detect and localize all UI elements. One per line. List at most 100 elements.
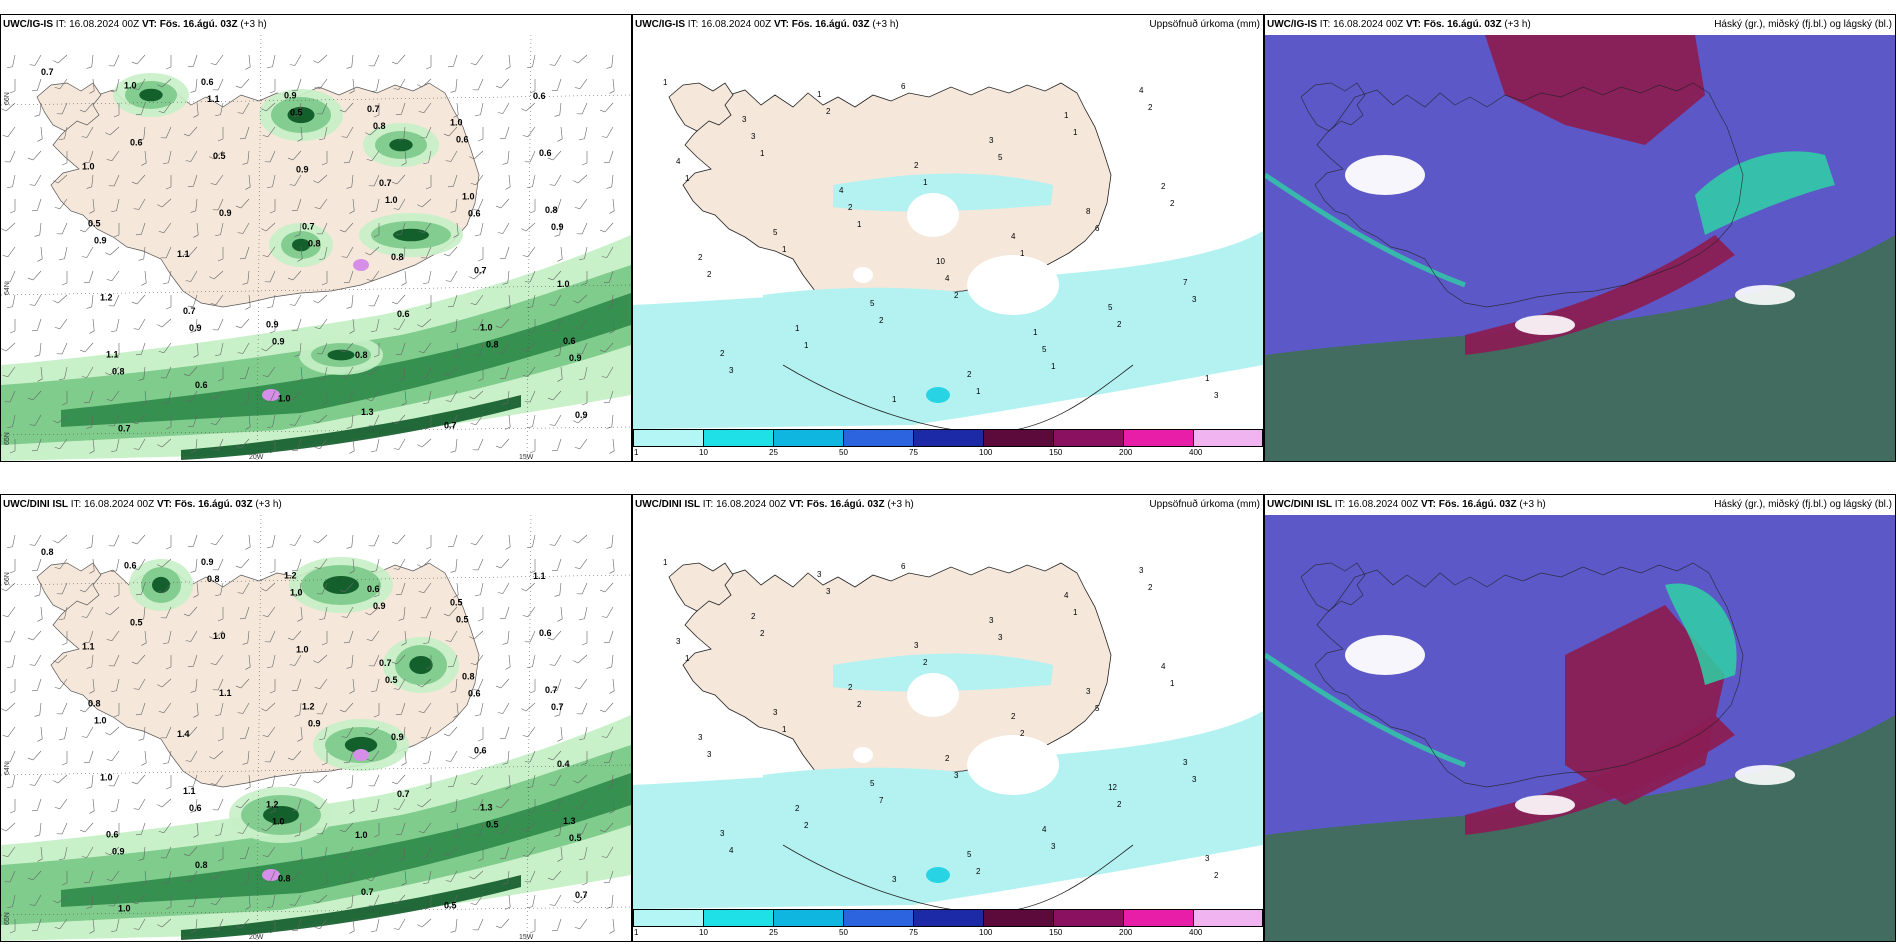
wind-barb bbox=[89, 558, 95, 574]
wind-barb-flag bbox=[267, 426, 273, 428]
wind-barb-flag bbox=[297, 618, 303, 622]
wind-barb-staff bbox=[611, 534, 614, 547]
wind-barb bbox=[313, 54, 328, 64]
wind-barb-flag bbox=[111, 90, 117, 92]
wind-barb-flag bbox=[579, 858, 585, 860]
wind-barb-staff bbox=[351, 294, 354, 307]
colorbar-swatch bbox=[703, 429, 773, 447]
wind-barb-flag bbox=[108, 65, 115, 67]
wind-barb bbox=[133, 798, 146, 810]
wind-barb bbox=[56, 582, 68, 595]
wind-barb-flag bbox=[2, 735, 9, 737]
wind-barb bbox=[291, 558, 302, 572]
wind-barb bbox=[297, 606, 303, 622]
wind-barb-flag bbox=[425, 66, 432, 70]
wind-barb-staff bbox=[421, 78, 432, 88]
colorbar-tick: 50 bbox=[839, 448, 848, 457]
wind-barb-staff bbox=[453, 534, 458, 547]
wind-barb bbox=[54, 678, 68, 689]
heavy-cell bbox=[353, 749, 369, 761]
wind-barb-flag bbox=[1, 228, 7, 232]
wind-barb-staff bbox=[61, 342, 68, 355]
wind-barb-flag bbox=[79, 589, 86, 593]
wind-barb-flag bbox=[235, 805, 242, 809]
wind-barb-flag bbox=[56, 833, 63, 835]
wind-barb bbox=[106, 390, 120, 401]
wind-barb bbox=[393, 198, 406, 210]
wind-barb bbox=[395, 102, 406, 116]
wind-barb bbox=[395, 582, 406, 596]
wind-barb-flag bbox=[447, 306, 454, 308]
wind-barb-flag bbox=[366, 879, 373, 881]
precip-value: 1 bbox=[1073, 608, 1078, 617]
wind-barb-staff bbox=[577, 534, 588, 544]
wind-barb-flag bbox=[420, 257, 427, 259]
wind-barb-flag bbox=[529, 450, 536, 454]
wind-barb-flag bbox=[163, 762, 169, 764]
wind-barb-staff bbox=[455, 438, 458, 451]
precip-value: 0.6 bbox=[130, 138, 143, 148]
wind-barb-staff bbox=[373, 294, 380, 307]
precip-value: 1 bbox=[1205, 374, 1210, 383]
wind-barb bbox=[31, 198, 42, 212]
wind-barb-flag bbox=[505, 186, 511, 190]
wind-barb bbox=[287, 870, 302, 881]
wind-barb bbox=[163, 630, 172, 644]
wind-barb bbox=[609, 198, 615, 214]
wind-barb bbox=[108, 54, 120, 67]
wind-barb-staff bbox=[349, 150, 354, 163]
wind-barb-flag bbox=[187, 906, 194, 908]
colorbar: 1 10 25 50 75 100 150 200 400 bbox=[633, 429, 1263, 461]
wind-barb bbox=[557, 726, 563, 742]
wind-barb-staff bbox=[611, 414, 614, 427]
wind-barb bbox=[606, 534, 614, 549]
wind-barb-staff bbox=[265, 342, 276, 352]
wind-barb-staff bbox=[351, 894, 354, 907]
wind-barb bbox=[187, 174, 198, 188]
wind-barb-staff bbox=[163, 342, 172, 353]
precip-value: 4 bbox=[1064, 591, 1069, 600]
wind-barb-staff bbox=[453, 654, 458, 667]
wind-barb-flag bbox=[287, 397, 294, 401]
wind-barb bbox=[138, 126, 146, 141]
wind-barb bbox=[573, 294, 588, 304]
wind-barb-flag bbox=[319, 618, 325, 620]
wind-barb-staff bbox=[299, 102, 302, 115]
wind-barb bbox=[472, 438, 484, 451]
wind-barb-flag bbox=[470, 183, 477, 185]
wind-barb-flag bbox=[453, 834, 459, 838]
precip-value: 5 bbox=[1108, 303, 1113, 312]
wind-barb-staff bbox=[552, 630, 562, 641]
wind-barb-staff bbox=[37, 918, 42, 931]
wind-barb bbox=[54, 918, 68, 929]
wind-barb-flag bbox=[183, 253, 190, 257]
wind-barb bbox=[401, 750, 407, 766]
wind-barb bbox=[425, 295, 432, 310]
wind-barb-flag bbox=[447, 666, 454, 668]
wind-barb bbox=[371, 198, 380, 212]
wind-barb-staff bbox=[448, 246, 458, 257]
wind-barb bbox=[37, 246, 43, 262]
wind-barb-staff bbox=[143, 606, 146, 619]
wind-barb bbox=[291, 678, 302, 692]
wind-barb-flag bbox=[420, 617, 427, 619]
wind-barb-flag bbox=[401, 402, 407, 406]
wind-barb bbox=[209, 270, 224, 280]
wind-barb bbox=[297, 726, 303, 742]
wind-barb bbox=[495, 918, 510, 929]
precip-value: 0.8 bbox=[207, 574, 220, 584]
precip-value: 3 bbox=[1192, 295, 1197, 304]
wind-barb-staff bbox=[193, 774, 198, 787]
wind-barb bbox=[505, 294, 511, 310]
wind-barb bbox=[373, 343, 380, 358]
precip-value: 2 bbox=[1148, 103, 1153, 112]
wind-barb bbox=[470, 654, 484, 665]
wind-barb bbox=[425, 655, 432, 670]
precip-value: 1 bbox=[795, 324, 800, 333]
wind-barb bbox=[245, 774, 251, 790]
wind-barb-flag bbox=[316, 593, 323, 595]
wind-barb bbox=[267, 894, 276, 908]
wind-barb-staff bbox=[34, 414, 42, 426]
wind-barb bbox=[294, 342, 302, 357]
wind-barb bbox=[242, 150, 250, 165]
